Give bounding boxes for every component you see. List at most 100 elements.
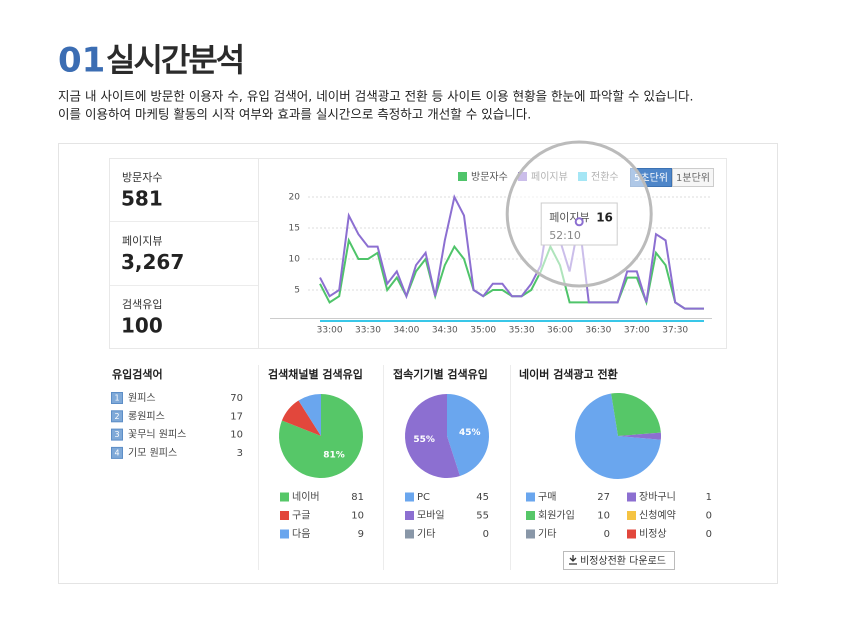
legend-swatch <box>627 529 636 539</box>
keyword: 원피스 <box>128 392 156 404</box>
download-button[interactable] <box>563 551 675 570</box>
legend-label: 회원가입 <box>538 509 575 522</box>
legend-swatch <box>405 529 414 539</box>
legend-value: 1 <box>706 492 712 503</box>
panel-title: 접속기기별 검색유입 <box>393 367 488 381</box>
legend-label: 신청예약 <box>639 510 676 522</box>
keyword: 기모 원피스 <box>128 447 177 459</box>
legend-value: 45 <box>476 492 489 503</box>
legend-swatch <box>627 492 636 502</box>
y-tick-label: 5 <box>294 286 300 296</box>
legend-value: 9 <box>358 529 364 540</box>
legend-label: 모바일 <box>417 510 445 522</box>
line-series <box>319 194 704 310</box>
x-tick-label: 36:00 <box>547 326 573 336</box>
download-icon <box>569 555 577 565</box>
legend-value: 27 <box>597 492 610 503</box>
interval-button-label[interactable]: 1분단위 <box>676 171 710 184</box>
rank: 2 <box>114 412 119 421</box>
stat-value: 100 <box>121 314 163 338</box>
keyword-count: 70 <box>230 393 243 404</box>
interval-button[interactable] <box>672 168 714 187</box>
y-tick-label: 15 <box>289 224 300 234</box>
pie-slice <box>281 400 321 436</box>
stat-value: 581 <box>121 187 163 211</box>
legend-swatch <box>627 511 636 520</box>
x-tick-label: 34:30 <box>432 326 458 336</box>
description: 지금 내 사이트에 방문한 이용자 수, 유입 검색어, 네이버 검색광고 전환… <box>58 89 693 104</box>
x-tick-label: 37:30 <box>662 326 688 336</box>
legend-label: 다음 <box>292 528 310 540</box>
stat-label: 검색유입 <box>122 298 162 311</box>
panel-title: 네이버 검색광고 전환 <box>519 367 618 381</box>
keyword-count: 17 <box>230 411 243 422</box>
legend-label: 구글 <box>292 510 310 522</box>
rank: 4 <box>114 448 119 457</box>
pie-label: 55% <box>413 435 435 445</box>
pie-label: 81% <box>323 451 345 461</box>
keyword: 롱원피스 <box>128 410 165 422</box>
legend-swatch <box>526 511 535 520</box>
keyword: 꽃무늬 원피스 <box>128 429 186 441</box>
pie-slice <box>611 393 661 436</box>
pie-slice <box>405 394 460 478</box>
highlight-point <box>574 217 584 227</box>
legend-swatch <box>405 511 414 520</box>
x-tick-label: 34:00 <box>393 326 419 336</box>
rank: 3 <box>114 430 119 439</box>
rank: 1 <box>114 394 119 403</box>
legend-label: 네이버 <box>292 491 320 503</box>
legend-value: 0 <box>604 529 610 540</box>
description: 이를 이용하여 마케팅 활동의 시작 여부와 효과를 실시간으로 측정하고 개선… <box>58 107 531 122</box>
legend-swatch <box>280 492 289 502</box>
legend-value: 0 <box>483 529 489 540</box>
legend-label: 방문자수 <box>471 171 508 183</box>
legend-value: 55 <box>476 511 489 522</box>
rank-badge <box>111 428 123 441</box>
keyword-count: 3 <box>237 448 243 459</box>
legend-value: 10 <box>351 511 364 522</box>
keyword-count: 10 <box>230 430 243 441</box>
tooltip-time: 52:10 <box>549 229 581 242</box>
legend-swatch <box>405 492 414 502</box>
pie-slice <box>575 393 661 480</box>
x-tick-label: 35:30 <box>509 326 535 336</box>
legend-swatch <box>526 492 535 502</box>
download-label[interactable]: 비정상전환 다운로드 <box>580 555 666 567</box>
panel-title: 검색채널별 검색유입 <box>268 367 363 381</box>
y-tick-label: 10 <box>289 255 301 265</box>
legend-label: PC <box>417 492 430 503</box>
tooltip-value: 16 <box>596 211 613 225</box>
legend-swatch <box>458 172 467 181</box>
panel-title: 유입검색어 <box>112 367 163 381</box>
stat-value: 3,267 <box>121 250 184 274</box>
pie-slice <box>298 394 321 436</box>
pie-slice <box>279 394 364 479</box>
legend-value: 0 <box>706 529 712 540</box>
legend-swatch <box>280 529 289 539</box>
stat-label: 페이지뷰 <box>122 235 162 248</box>
legend-value: 81 <box>351 492 364 503</box>
section-title: 실시간분석 <box>106 41 243 79</box>
y-tick-label: 20 <box>289 193 301 203</box>
section-number: 01 <box>58 41 105 81</box>
x-tick-label: 37:00 <box>624 326 650 336</box>
rank-badge <box>111 410 123 423</box>
x-tick-label: 33:00 <box>317 326 343 336</box>
x-tick-label: 33:30 <box>355 326 381 336</box>
legend-label: 기타 <box>538 528 556 540</box>
legend-label: 구매 <box>538 491 556 503</box>
pie-slice <box>447 394 489 476</box>
legend-label: 장바구니 <box>639 491 676 503</box>
pie-label: 45% <box>459 428 481 438</box>
legend-label: 비정상 <box>639 528 667 540</box>
x-tick-label: 36:30 <box>585 326 611 336</box>
pie-slice <box>618 432 661 440</box>
rank-badge <box>111 446 123 459</box>
legend-value: 0 <box>706 511 712 522</box>
legend-label: 기타 <box>417 528 435 540</box>
legend-value: 10 <box>597 511 610 522</box>
legend-swatch <box>280 511 289 520</box>
